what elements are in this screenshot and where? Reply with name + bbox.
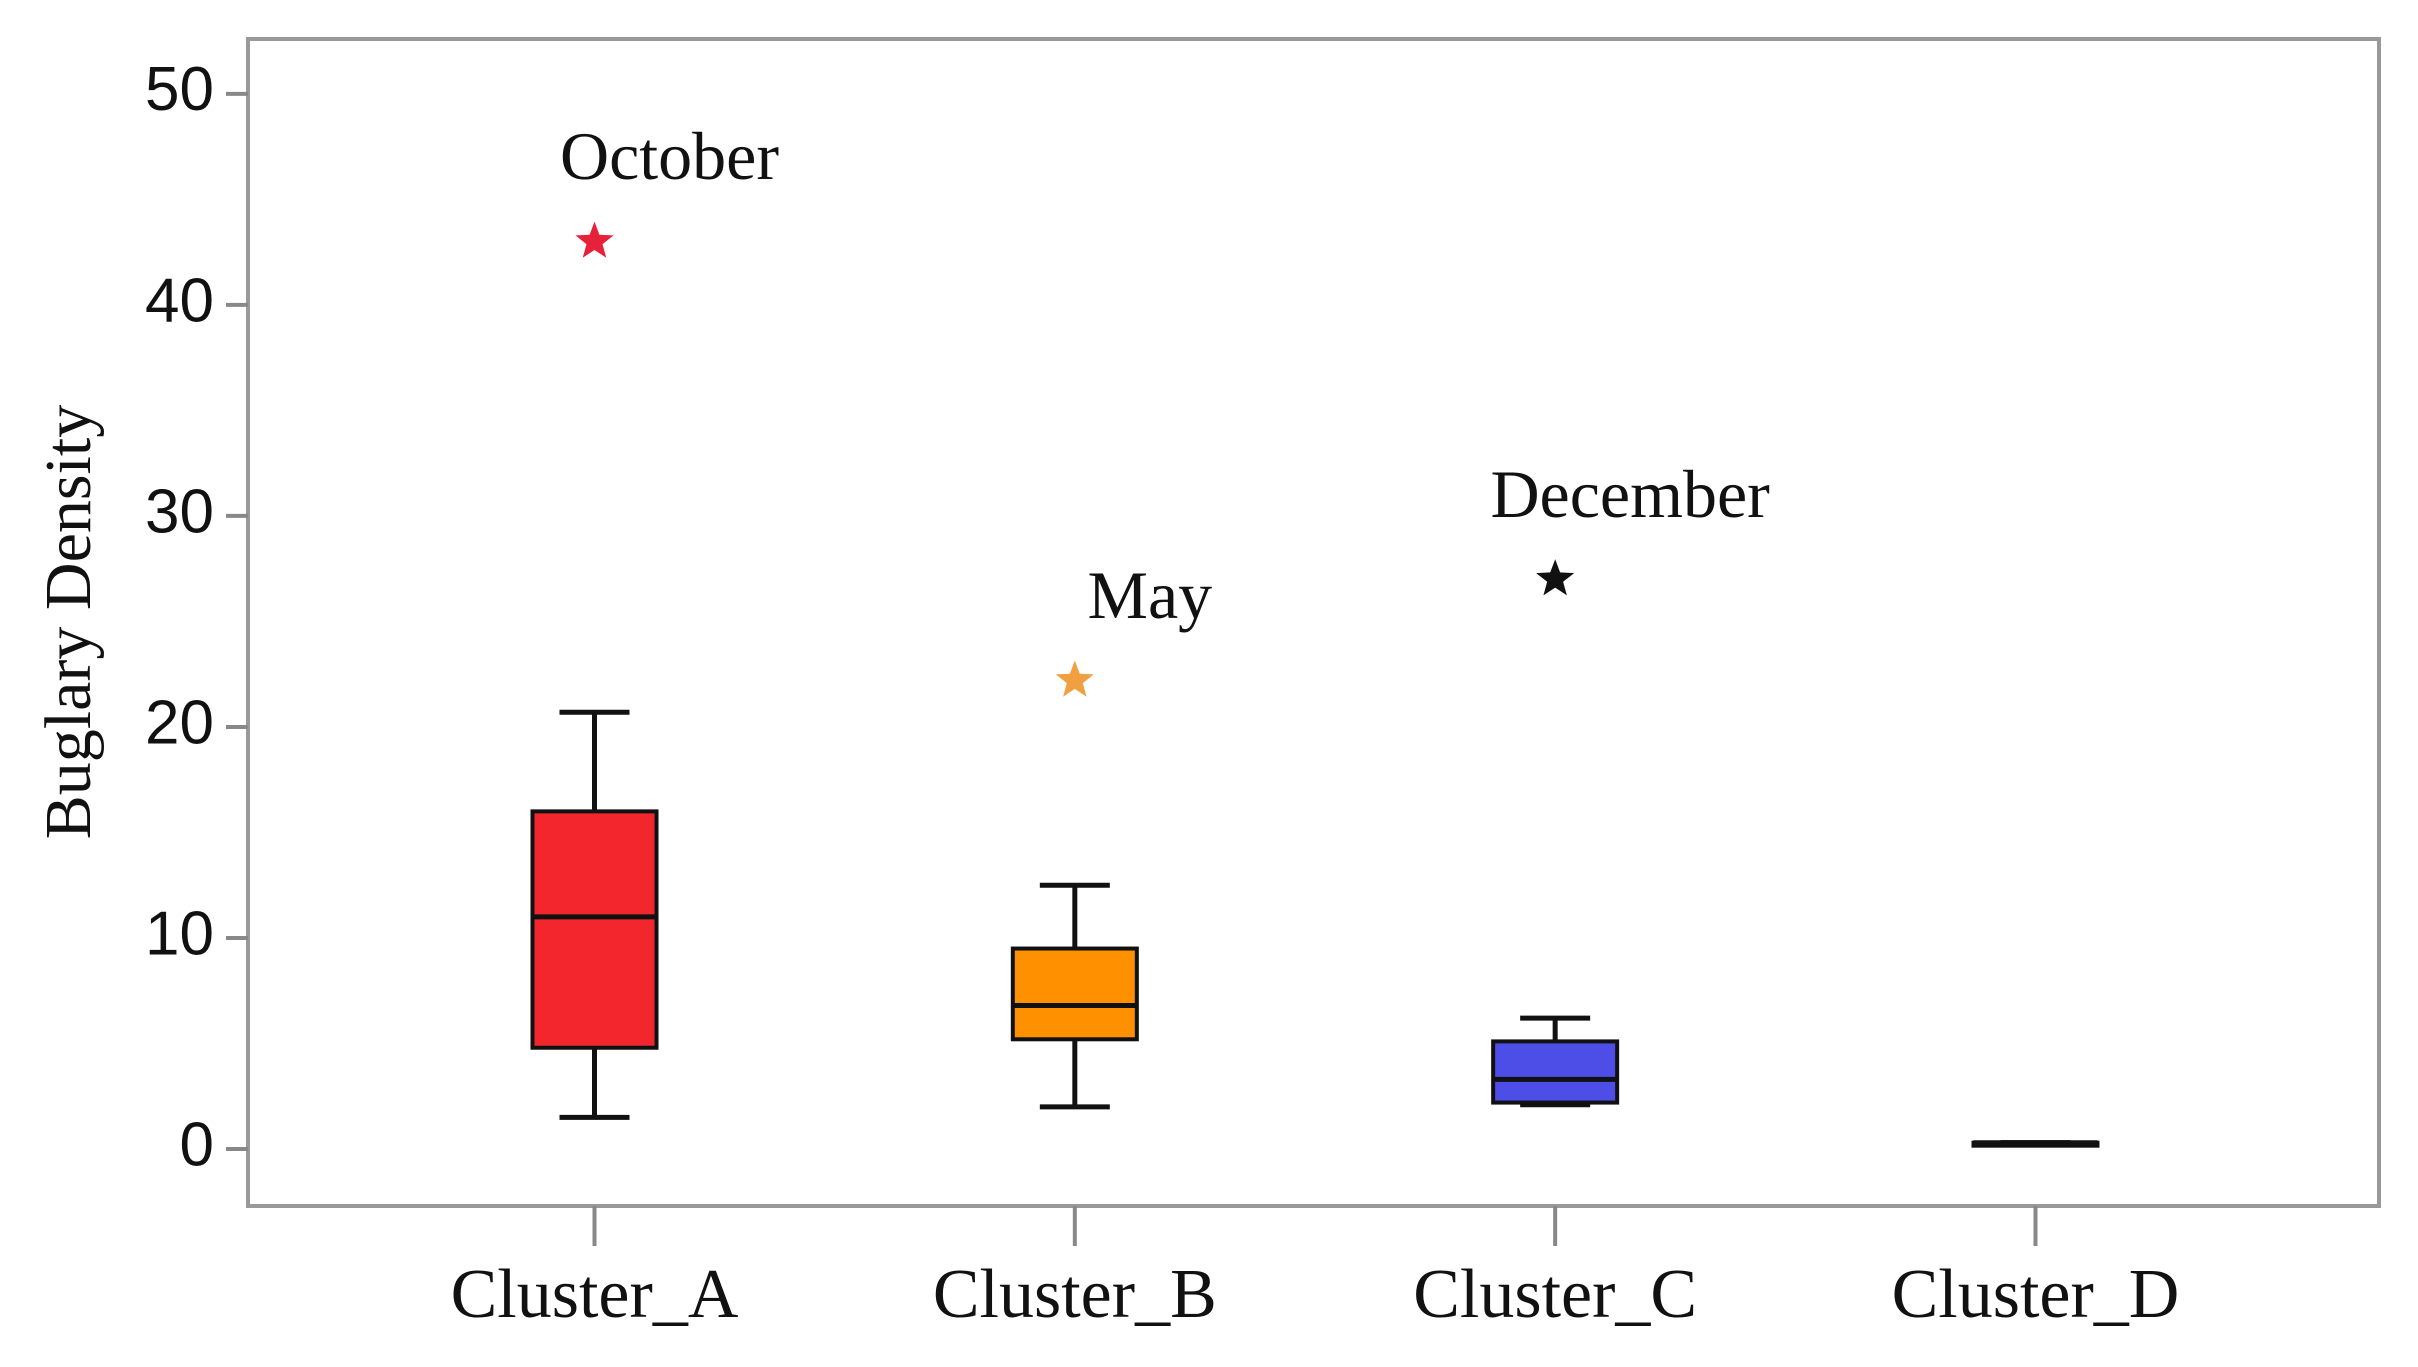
x-tick-label: Cluster_C <box>1413 1256 1697 1333</box>
outlier-label: October <box>560 118 779 194</box>
x-tick-label: Cluster_A <box>451 1256 739 1333</box>
outlier-label: May <box>1087 557 1212 633</box>
y-axis-label: Buglary Density <box>32 405 105 839</box>
outlier <box>575 221 614 258</box>
outlier-label: December <box>1490 456 1770 532</box>
box <box>530 809 659 1050</box>
y-tick-label: 0 <box>180 1110 214 1179</box>
box <box>1010 946 1139 1042</box>
x-tick-label: Cluster_D <box>1892 1256 2180 1333</box>
y-tick-label: 20 <box>145 688 214 757</box>
outlier <box>1055 660 1094 697</box>
y-tick-label: 30 <box>145 477 214 546</box>
y-tick-label: 40 <box>145 266 214 335</box>
y-tick-label: 50 <box>145 55 214 124</box>
box <box>1491 1039 1620 1105</box>
x-tick-label: Cluster_B <box>933 1256 1217 1333</box>
outlier <box>1536 559 1575 596</box>
y-tick-label: 10 <box>145 899 214 968</box>
